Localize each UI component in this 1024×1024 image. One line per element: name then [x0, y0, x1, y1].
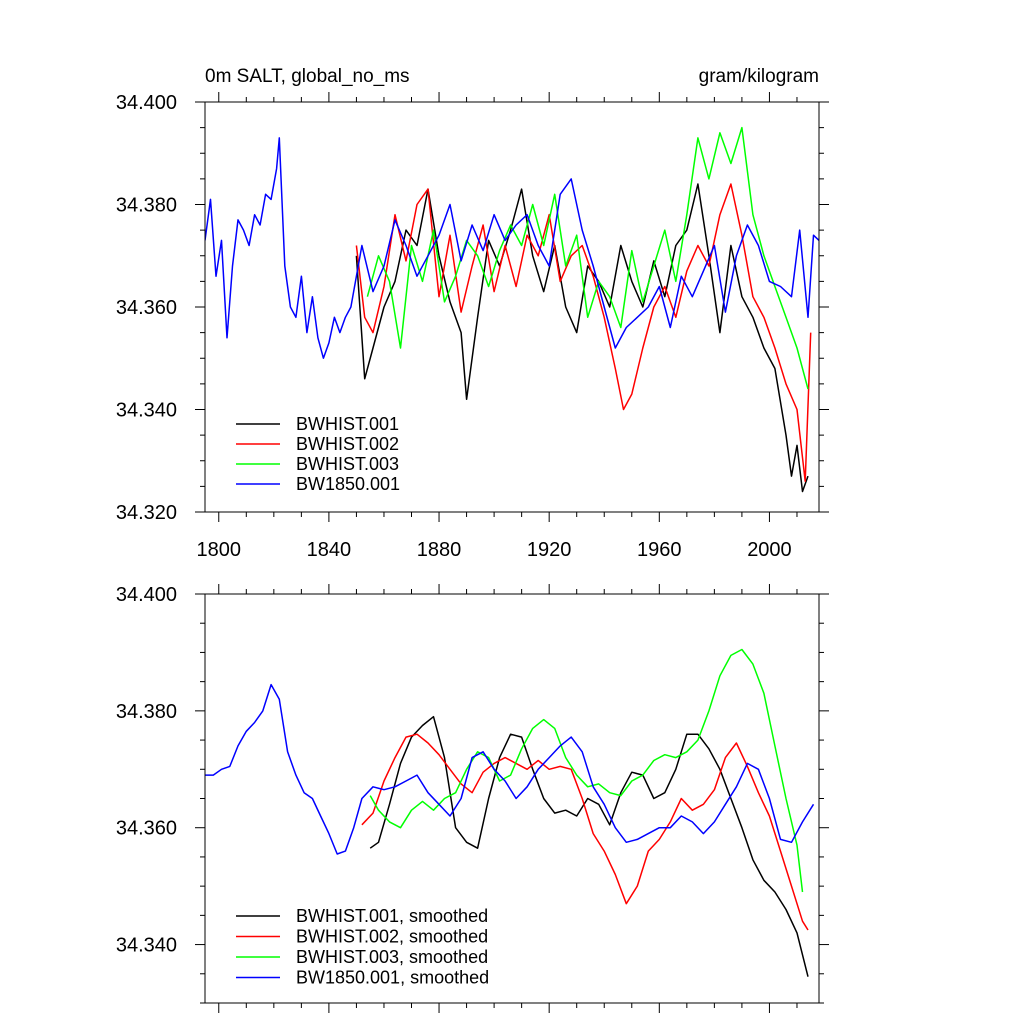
p0-x-tick-label: 1960 — [637, 539, 682, 561]
p1-series-line-3 — [205, 683, 815, 855]
p0-x-tick-label: 1920 — [527, 539, 572, 561]
p0-y-tick-label: 34.360 — [116, 297, 177, 319]
p0-y-tick-label: 34.340 — [116, 400, 177, 422]
p0-legend-label: BWHIST.002 — [296, 434, 399, 454]
chart-title-right: gram/kilogram — [699, 66, 819, 87]
p1-series-line-2 — [369, 648, 804, 893]
top-plot-ticks: 1800 1840 1880 1920 1960 2000 34.320 34.340 34.3… — [116, 92, 829, 561]
top-plot-series-group — [205, 126, 819, 493]
p0-series-line-0 — [355, 183, 809, 493]
bottom-plot: 34.340 34.360 34.380 34.400 BWHIST.001, smo… — [116, 584, 829, 1013]
p1-legend-label: BW1850.001, smoothed — [296, 968, 489, 988]
p0-x-tick-label: 1840 — [307, 539, 352, 561]
p1-y-tick-label: 34.380 — [116, 701, 177, 723]
p0-series-line-2 — [366, 126, 809, 390]
p0-y-tick-label: 34.380 — [116, 195, 177, 217]
p0-x-tick-label: 1880 — [417, 539, 462, 561]
p1-series-line-0 — [369, 715, 809, 977]
p0-y-tick-label: 34.400 — [116, 92, 177, 114]
p1-legend-label: BWHIST.001, smoothed — [296, 906, 488, 926]
p1-legend-label: BWHIST.002, smoothed — [296, 927, 488, 947]
p1-y-tick-label: 34.360 — [116, 818, 177, 840]
p0-legend-label: BW1850.001 — [296, 474, 400, 494]
p0-legend-label: BWHIST.001 — [296, 414, 399, 434]
p0-legend-label: BWHIST.003 — [296, 454, 399, 474]
top-plot: 0m SALT, global_no_ms gram/kilogram 1800… — [116, 66, 829, 561]
p0-y-tick-label: 34.320 — [116, 502, 177, 524]
p1-series-line-1 — [361, 733, 809, 931]
bottom-plot-series-group — [205, 648, 815, 977]
p0-series-line-1 — [355, 183, 812, 482]
chart-title-left: 0m SALT, global_no_ms — [205, 66, 410, 87]
p0-x-tick-label: 1800 — [197, 539, 242, 561]
p0-x-tick-label: 2000 — [747, 539, 792, 561]
p1-y-tick-label: 34.340 — [116, 935, 177, 957]
p1-legend-label: BWHIST.003, smoothed — [296, 947, 488, 967]
p0-series-line-3 — [205, 137, 819, 359]
bottom-plot-ticks: 34.340 34.360 34.380 34.400 — [116, 584, 829, 1013]
p1-y-tick-label: 34.400 — [116, 584, 177, 606]
